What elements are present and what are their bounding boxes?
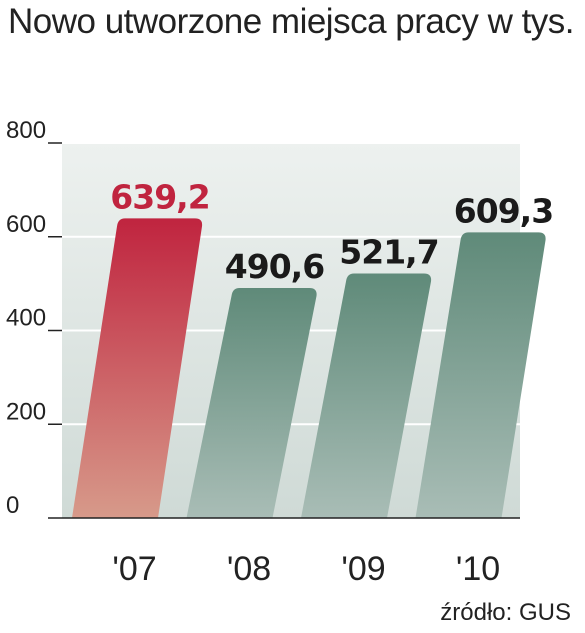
- x-tick-label: '09: [341, 550, 385, 588]
- value-labels: 639,2 490,6 521,7 609,3: [110, 177, 554, 286]
- data-label: 490,6: [225, 247, 324, 286]
- bar-09: [301, 273, 432, 518]
- data-label: 609,3: [454, 191, 553, 230]
- x-tick-label: '10: [456, 550, 500, 588]
- y-tick-label: 0: [6, 492, 19, 519]
- y-tick-label: 800: [6, 117, 46, 144]
- y-tick-label: 600: [6, 211, 46, 238]
- bar-08: [186, 288, 317, 518]
- source-note: źródło: GUS: [440, 599, 571, 626]
- y-axis: 0 200 400 600 800: [6, 117, 520, 519]
- x-tick-label: '07: [112, 550, 156, 588]
- data-label: 521,7: [339, 232, 438, 271]
- x-tick-label: '08: [227, 550, 271, 588]
- chart-title: Nowo utworzone miejsca pracy w tys.: [8, 2, 575, 41]
- data-label: 639,2: [110, 177, 209, 216]
- bar-07: [72, 218, 203, 518]
- bar-10: [415, 232, 546, 518]
- y-tick-label: 400: [6, 305, 46, 332]
- y-tick-label: 200: [6, 398, 46, 425]
- x-axis: '07 '08 '09 '10: [112, 550, 500, 588]
- bars: [72, 218, 546, 518]
